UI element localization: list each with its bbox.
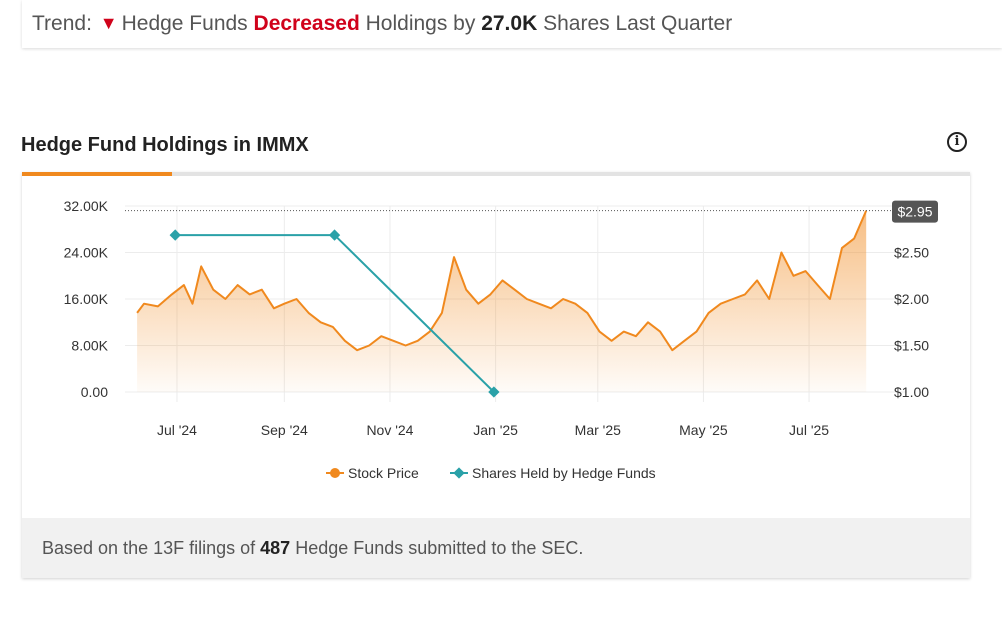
current-price-label: $2.95 xyxy=(897,204,932,220)
x-axis-tick-label: Jan '25 xyxy=(473,422,518,438)
stock-price-line xyxy=(136,210,868,352)
right-axis-tick-label: $1.50 xyxy=(894,338,929,354)
footer-text: Based on the 13F filings of 487 Hedge Fu… xyxy=(42,538,583,559)
tab-active-indicator[interactable] xyxy=(22,172,172,176)
left-axis-tick-label: 0.00 xyxy=(81,384,108,400)
current-price-badge xyxy=(892,200,938,223)
x-axis-tick-label: Jul '25 xyxy=(789,422,829,438)
trend-suffix: Shares Last Quarter xyxy=(543,12,733,35)
trend-label: Trend: xyxy=(32,12,92,35)
legend-funds-label: Shares Held by Hedge Funds xyxy=(472,465,656,481)
right-axis-tick-label: $2.00 xyxy=(894,291,929,307)
legend-stock-icon xyxy=(330,468,340,478)
x-axis-tick-label: Jul '24 xyxy=(157,422,197,438)
chart-legend: Stock Price Shares Held by Hedge Funds xyxy=(326,465,656,481)
footer-prefix: Based on the 13F filings of xyxy=(42,538,256,558)
hedge-fund-count: 487 xyxy=(260,538,291,558)
current-price-marker: $2.95 xyxy=(125,200,938,223)
trend-summary: Trend: ▼ Hedge Funds Decreased Holdings b… xyxy=(32,12,732,36)
section-title: Hedge Fund Holdings in IMMX xyxy=(21,134,309,156)
left-axis-tick-label: 8.00K xyxy=(71,338,108,354)
hedge-fund-point xyxy=(488,386,500,398)
x-axis-tick-label: May '25 xyxy=(679,422,728,438)
legend-funds-icon xyxy=(453,467,465,479)
right-axis-tick-label: $2.50 xyxy=(894,245,929,261)
stock-price-area-layer xyxy=(137,210,867,392)
trend-prefix: Hedge Funds xyxy=(121,12,248,35)
stock-price-area xyxy=(137,210,867,392)
left-axis: 32.00K 24.00K 16.00K 8.00K 0.00 xyxy=(64,198,109,400)
legend-stock-label: Stock Price xyxy=(348,465,419,481)
tab-track xyxy=(22,172,970,176)
trend-direction: Decreased xyxy=(253,12,360,35)
stock-price-line-layer xyxy=(136,210,868,352)
trend-card: Trend: ▼ Hedge Funds Decreased Holdings b… xyxy=(22,0,1002,48)
footer-suffix: Hedge Funds submitted to the SEC. xyxy=(295,538,584,558)
footer: Based on the 13F filings of 487 Hedge Fu… xyxy=(22,518,970,578)
x-axis: Jul '24 Sep '24 Nov '24 Jan '25 Mar '25 May '… xyxy=(157,422,829,438)
x-axis-tick-label: Mar '25 xyxy=(575,422,621,438)
left-axis-tick-label: 32.00K xyxy=(64,198,109,214)
right-axis: $3.00$2.50$2.00$1.50$1.00 xyxy=(894,198,929,400)
right-axis-tick-label: $1.00 xyxy=(894,384,929,400)
left-axis-tick-label: 16.00K xyxy=(64,291,109,307)
trend-amount: 27.0K xyxy=(481,12,538,35)
hedge-fund-point xyxy=(169,229,181,241)
trend-middle: Holdings by xyxy=(365,12,476,35)
info-icon[interactable]: i xyxy=(947,132,967,152)
left-axis-tick-label: 24.00K xyxy=(64,245,109,261)
triangle-down-icon: ▼ xyxy=(99,13,118,33)
x-axis-tick-label: Sep '24 xyxy=(261,422,308,438)
x-axis-tick-label: Nov '24 xyxy=(366,422,413,438)
